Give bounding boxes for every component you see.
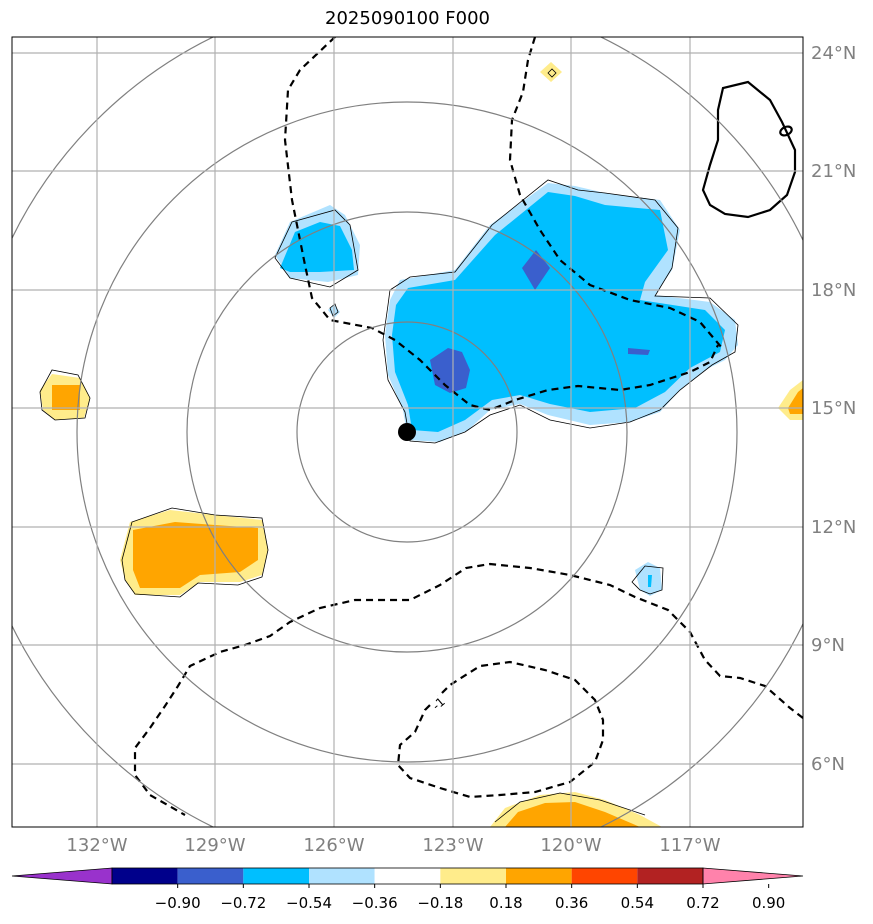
lat-label: 24°N	[811, 43, 856, 64]
colorbar-box	[637, 868, 703, 884]
lon-label: 126°W	[303, 835, 364, 856]
colorbar-extend-low	[11, 867, 113, 885]
range-ring-2	[186, 211, 628, 653]
positive-anomaly-fields	[40, 62, 803, 827]
contour-se-outline	[631, 565, 664, 595]
lon-label: 129°W	[184, 835, 245, 856]
contour-sw-outline	[121, 507, 269, 598]
negative-anomaly-fields	[275, 183, 738, 596]
dashed-contour-north	[283, 37, 719, 412]
colorbar-tick-label: −0.90	[155, 894, 201, 912]
colorbar-box	[112, 868, 178, 884]
colorbar-box	[571, 868, 638, 884]
lon-label: 123°W	[422, 835, 483, 856]
storm-center-marker	[398, 423, 416, 441]
colorbar-box	[309, 868, 375, 884]
dashed-contour-ne	[508, 37, 723, 349]
contour-s-outline	[494, 792, 646, 823]
colorbar: −0.90 −0.72 −0.54 −0.36 −0.18 0.18 0.36 0.54 0.7…	[11, 867, 804, 912]
contour-spot-nw	[329, 303, 339, 317]
map-plot-area: -1	[12, 37, 803, 827]
lat-label: 21°N	[811, 161, 856, 182]
field-orange-s	[505, 802, 640, 827]
colorbar-tick-label: −0.54	[286, 894, 332, 912]
field-dark-blue-2	[522, 250, 550, 290]
range-rings	[12, 37, 803, 827]
thin-contours	[39, 68, 739, 823]
dashed-contour-south	[133, 562, 803, 816]
colorbar-tick-label: −0.72	[220, 894, 266, 912]
range-ring-1	[296, 321, 518, 543]
colorbar-tick-label: −0.36	[352, 894, 398, 912]
field-orange-w	[52, 385, 80, 410]
colorbar-tick-label: −0.18	[417, 894, 463, 912]
gridlines	[12, 37, 803, 827]
colorbar-box	[440, 868, 506, 884]
field-dark-blue-3	[628, 348, 650, 355]
map-title: 2025090100 F000	[325, 8, 490, 29]
lon-label: 132°W	[66, 835, 127, 856]
field-dark-blue-1	[430, 348, 470, 393]
contour-nw-outline	[274, 209, 359, 288]
colorbar-box	[374, 868, 441, 884]
plot-frame	[11, 36, 804, 828]
dashed-contours	[133, 37, 803, 816]
lon-label: 117°W	[659, 835, 720, 856]
colorbar-outline	[111, 867, 704, 885]
colorbar-box	[506, 868, 572, 884]
lat-label: 9°N	[811, 635, 845, 656]
colorbar-tick-label: 0.90	[752, 894, 785, 912]
lat-label: 12°N	[811, 517, 856, 538]
lat-label: 6°N	[811, 754, 845, 775]
colorbar-box	[243, 868, 309, 884]
lat-label: 15°N	[811, 398, 856, 419]
colorbar-box	[177, 868, 244, 884]
colorbar-tick-label: 0.54	[621, 894, 654, 912]
field-yellow-ne	[540, 62, 562, 82]
field-blue-se	[648, 575, 652, 587]
dashed-contour-closed	[396, 660, 605, 799]
colorbar-tick-label: 0.18	[489, 894, 522, 912]
colorbar-tick-label: 0.36	[555, 894, 588, 912]
field-orange-sw	[133, 522, 258, 588]
field-blue-main	[392, 192, 725, 432]
range-ring-3	[76, 101, 738, 763]
colorbar-tick-label: 0.72	[686, 894, 719, 912]
lon-label: 120°W	[540, 835, 601, 856]
solid-contour-ne	[701, 80, 797, 219]
colorbar-extend-high	[702, 867, 804, 885]
contour-spot-ne	[547, 68, 557, 78]
lat-label: 18°N	[811, 280, 856, 301]
